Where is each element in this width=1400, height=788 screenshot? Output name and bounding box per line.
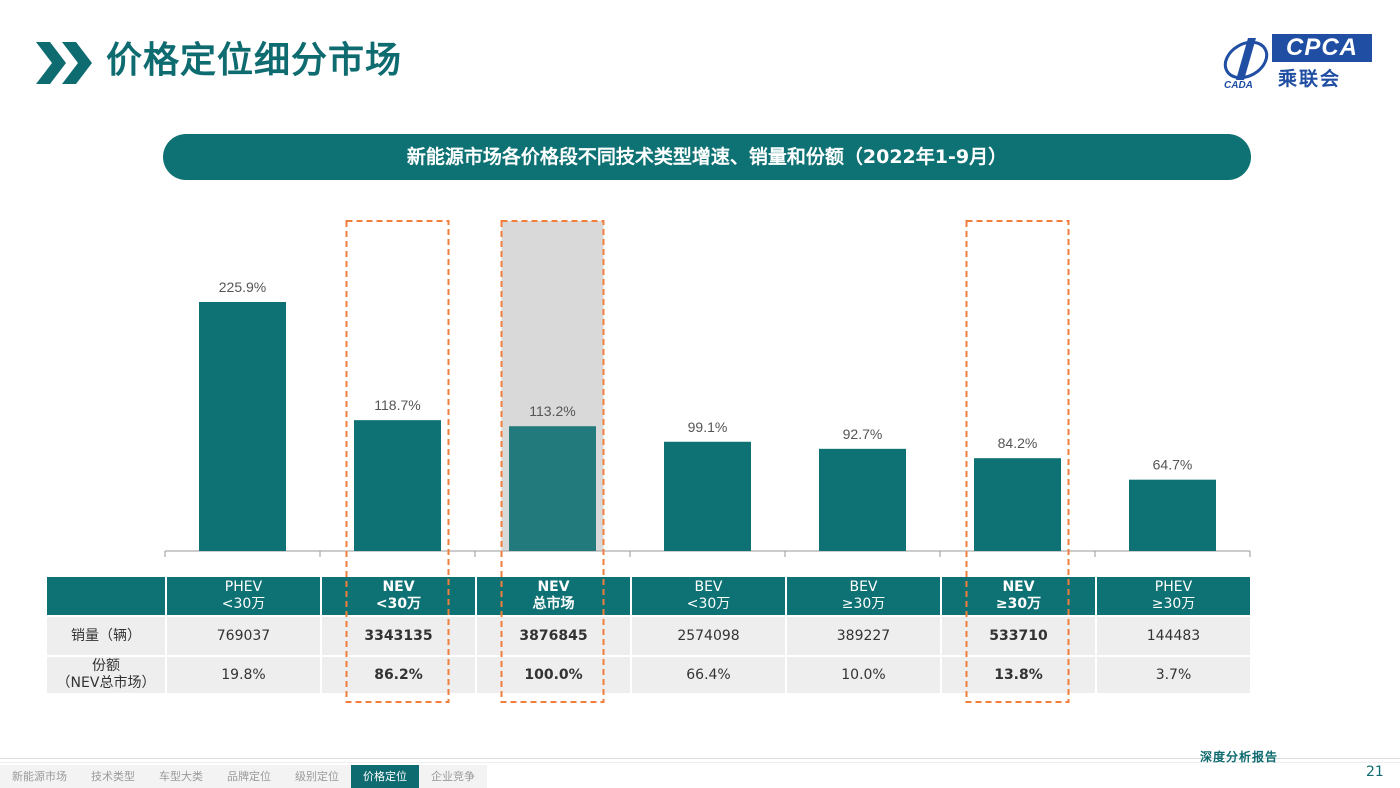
bar-value-label: 92.7%: [843, 426, 883, 442]
table-cell: 769037: [165, 615, 322, 657]
table-row-sales: 销量（辆） 769037 3343135 3876845 2574098 389…: [45, 615, 1252, 657]
bar: [819, 448, 906, 551]
table-cell: 19.8%: [165, 655, 322, 695]
report-label: 深度分析报告: [1200, 750, 1279, 764]
double-chevron-icon: [36, 38, 98, 88]
table-cell: 3876845: [475, 615, 632, 657]
footer-divider: [0, 762, 1400, 763]
footer-divider: [0, 758, 1400, 759]
bar: [664, 441, 751, 551]
table-cell: 13.8%: [940, 655, 1097, 695]
bar: [509, 426, 596, 551]
nav-item-enterprise-competition[interactable]: 企业竞争: [419, 765, 487, 788]
section-nav: 新能源市场 技术类型 车型大类 品牌定位 级别定位 价格定位 企业竞争: [0, 765, 487, 788]
nav-item-tech-type[interactable]: 技术类型: [79, 765, 147, 788]
table-header-cell: BEV ≥30万: [785, 575, 942, 617]
table-header-cell: PHEV <30万: [165, 575, 322, 617]
page-number: 21: [1366, 764, 1384, 780]
bar-value-label: 84.2%: [998, 435, 1038, 451]
table-cell: 66.4%: [630, 655, 787, 695]
table-cell: 10.0%: [785, 655, 942, 695]
bar-value-label: 225.9%: [219, 279, 266, 295]
table-header-cell: BEV <30万: [630, 575, 787, 617]
nav-item-level-position[interactable]: 级别定位: [283, 765, 351, 788]
table-cell: 100.0%: [475, 655, 632, 695]
bar-value-label: 99.1%: [688, 419, 728, 435]
table-cell: 144483: [1095, 615, 1252, 657]
table-header-cell: NEV ≥30万: [940, 575, 1097, 617]
table-header-cell: NEV 总市场: [475, 575, 632, 617]
bar: [354, 420, 441, 551]
bar-value-label: 64.7%: [1153, 457, 1193, 473]
logo-brand: CPCA: [1272, 34, 1372, 62]
bar-value-label: 113.2%: [529, 403, 575, 419]
table-cell: 389227: [785, 615, 942, 657]
bar: [1129, 479, 1216, 551]
table-header-row: PHEV <30万 NEV <30万 NEV 总市场 BEV <30万 BEV ≥30万 …: [45, 575, 1252, 617]
table-cell: 3.7%: [1095, 655, 1252, 695]
logo-cn-name: 乘联会: [1278, 68, 1342, 90]
bar: [974, 458, 1061, 551]
cpca-logo: CADA CPCA 乘联会: [1218, 30, 1378, 92]
table-cell: 3343135: [320, 615, 477, 657]
table-row-share: 份额 （NEV总市场） 19.8% 86.2% 100.0% 66.4% 10.0…: [45, 655, 1252, 695]
nav-item-new-energy[interactable]: 新能源市场: [0, 765, 79, 788]
chart-title-banner: 新能源市场各价格段不同技术类型增速、销量和份额（2022年1-9月）: [163, 134, 1251, 180]
bar: [199, 302, 286, 551]
bar-value-label: 118.7%: [374, 397, 420, 413]
table-cell: 2574098: [630, 615, 787, 657]
table-header-cell: PHEV ≥30万: [1095, 575, 1252, 617]
row-label-sales: 销量（辆）: [45, 615, 167, 657]
nav-item-brand-position[interactable]: 品牌定位: [215, 765, 283, 788]
page-title: 价格定位细分市场: [106, 40, 403, 81]
nav-item-price-position[interactable]: 价格定位: [351, 765, 419, 788]
row-label-share: 份额 （NEV总市场）: [45, 655, 167, 695]
nav-item-vehicle-class[interactable]: 车型大类: [147, 765, 215, 788]
sales-share-table: PHEV <30万 NEV <30万 NEV 总市场 BEV <30万 BEV ≥30万 …: [45, 575, 1252, 695]
table-corner-cell: [45, 575, 167, 617]
table-cell: 86.2%: [320, 655, 477, 695]
table-header-cell: NEV <30万: [320, 575, 477, 617]
table-cell: 533710: [940, 615, 1097, 657]
cpca-emblem-icon: CADA: [1223, 38, 1269, 91]
logo-mark-text: CADA: [1224, 80, 1253, 91]
